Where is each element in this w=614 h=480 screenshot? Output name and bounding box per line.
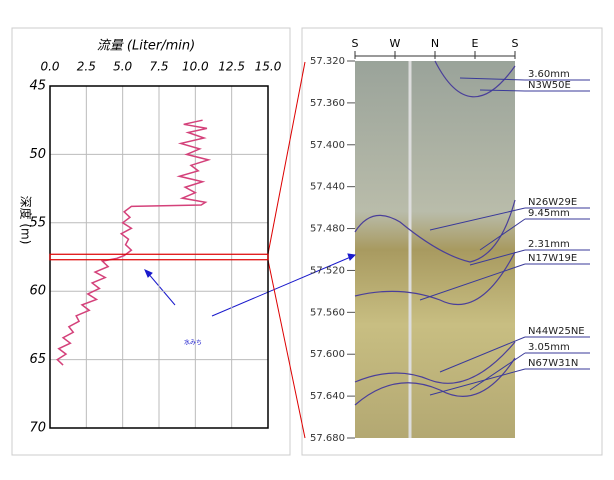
compass-label: W [390,37,401,50]
right-panel [301,27,603,456]
annotation: N26W29E [528,197,577,208]
leader-line [419,263,526,301]
leader-line [479,89,526,92]
y-axis-label: 深度 (m) [19,196,34,245]
annotation: 2.31mm [528,239,570,250]
x-tick-label: 7.5 [149,60,168,74]
y-tick-label: 57.600 [310,349,345,360]
y-tick-label: 65 [29,352,46,367]
compass-label: S [352,37,359,50]
leader-line [469,249,526,266]
borehole-image [355,61,515,438]
y-tick-label: 57.360 [310,98,345,109]
y-tick-label: 45 [29,79,46,94]
annotation: 水みち [184,339,202,347]
leader-line [429,207,526,231]
annotation: N17W19E [528,253,577,264]
y-tick-label: 60 [29,284,46,299]
x-tick-label: 2.5 [77,60,96,74]
leader-line [439,336,526,373]
compass-label: E [472,37,479,50]
x-tick-label: 12.5 [218,60,245,74]
annotation: 3.05mm [528,342,570,353]
flow-line [56,119,212,366]
annotation: N67W31N [528,358,578,369]
left-panel [11,27,291,456]
y-tick-label: 57.560 [310,307,345,318]
annotation: N44W25NE [528,326,585,337]
y-tick-label: 57.640 [310,391,345,402]
x-tick-label: 0.0 [40,60,59,74]
y-tick-label: 57.320 [310,56,345,67]
leader-line [469,352,526,391]
arrows [144,253,357,317]
leader-line [429,368,526,396]
leader-line [479,218,526,251]
chart-title: 流量 (Liter/min) [97,39,195,54]
annotation: 3.60mm [528,69,570,80]
x-tick-label: 15.0 [255,60,282,74]
x-tick-label: 5.0 [113,60,132,74]
compass-label: N [431,37,439,50]
annotation: N3W50E [528,80,571,91]
leader-line [459,77,526,81]
y-tick-label: 57.440 [310,182,345,193]
y-tick-label: 55 [29,215,46,230]
y-tick-label: 57.480 [310,224,345,235]
y-tick-label: 50 [29,147,46,162]
y-tick-label: 70 [29,421,46,436]
y-tick-label: 57.520 [310,265,345,276]
y-tick-label: 57.680 [310,433,345,444]
zoom-lines [267,61,306,439]
annotation: 9.45mm [528,208,570,219]
y-tick-label: 57.400 [310,140,345,151]
x-tick-label: 10.0 [182,60,209,74]
fracture-traces [354,60,516,406]
compass-label: S [512,37,519,50]
highlight-band [49,253,269,261]
